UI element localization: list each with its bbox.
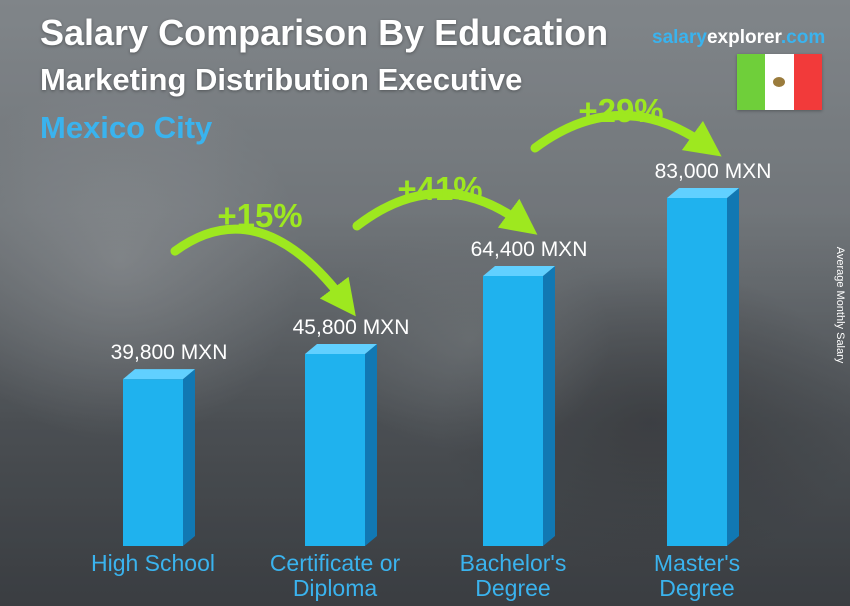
mexico-flag-icon: [737, 54, 822, 110]
bar-side-0: [183, 369, 195, 546]
page-title: Salary Comparison By Education: [40, 12, 609, 53]
brand-part-explorer: explorer: [706, 27, 781, 48]
bar-0: [123, 379, 183, 546]
category-label-2-1: Degree: [475, 575, 550, 601]
change-arrow-2: [530, 111, 722, 157]
bar-top-2: [483, 265, 555, 276]
flag-green-stripe: [737, 54, 766, 110]
bar-top-0: [123, 369, 195, 380]
value-label-2: 64,400 MXN: [471, 238, 588, 261]
bar-side-2: [543, 265, 555, 546]
brand-part-salary: salary: [652, 27, 707, 48]
brand-logo[interactable]: salaryexplorer.com: [652, 27, 825, 49]
category-label-1-1: Diploma: [293, 575, 378, 601]
flag-white-stripe: [765, 54, 794, 110]
bar-side-1: [365, 343, 377, 546]
flag-red-stripe: [793, 54, 822, 110]
category-label-1-0: Certificate or: [270, 550, 401, 576]
bar-top-1: [305, 343, 377, 354]
flag-emblem-icon: [773, 77, 786, 87]
bar-side-3: [727, 188, 739, 546]
change-arrow-0: [170, 224, 356, 317]
bar-1: [305, 353, 365, 546]
brand-part-domain: .com: [780, 27, 826, 48]
change-label-0: +15%: [217, 197, 302, 234]
change-arrow-1: [352, 188, 538, 235]
category-label-3-1: Degree: [659, 575, 734, 601]
bar-top-3: [667, 188, 739, 198]
change-label-1: +41%: [397, 170, 482, 207]
value-label-1: 45,800 MXN: [293, 316, 410, 339]
change-label-2: +29%: [578, 92, 663, 129]
value-label-3: 83,000 MXN: [655, 160, 772, 183]
location-label: Mexico City: [40, 110, 213, 145]
value-label-0: 39,800 MXN: [111, 341, 228, 364]
category-label-0-0: High School: [91, 550, 215, 576]
bar-2: [483, 275, 543, 546]
bar-3: [667, 198, 727, 546]
category-label-2-0: Bachelor's: [460, 550, 567, 576]
job-title: Marketing Distribution Executive: [40, 62, 523, 97]
category-label-3-0: Master's: [654, 550, 740, 576]
